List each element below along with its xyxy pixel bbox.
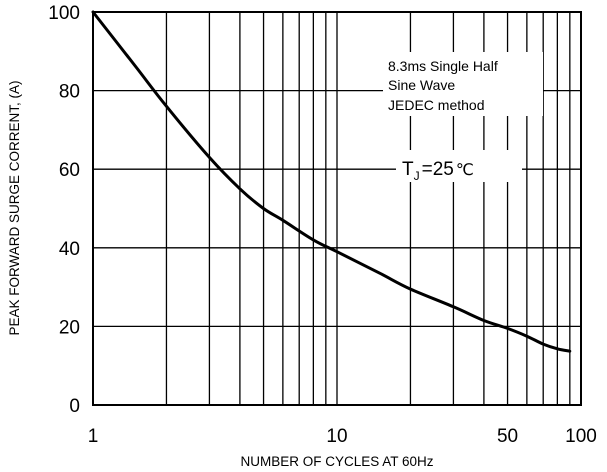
- condition-label: TJ =25 ℃: [402, 159, 474, 183]
- y-tick-label-3: 60: [59, 160, 80, 181]
- condition-unit: ℃: [456, 162, 474, 179]
- x-tick-label-3: 100: [565, 426, 597, 447]
- condition-symbol: T: [402, 159, 414, 180]
- condition-value: =25: [422, 159, 454, 180]
- y-tick-label-5: 100: [48, 3, 80, 24]
- condition-box: [396, 150, 522, 182]
- y-tick-label-1: 20: [59, 317, 80, 338]
- y-axis-label: PEAK FORWARD SURGE CORRENT, (A): [7, 80, 22, 335]
- y-tick-label-2: 40: [59, 239, 80, 260]
- x-tick-label-0: 1: [88, 426, 99, 447]
- x-tick-labels: 1 10 50 100: [88, 426, 597, 447]
- condition-subscript: J: [414, 169, 420, 183]
- annotation-line-2: Sine Wave: [388, 77, 455, 93]
- y-tick-label-0: 0: [69, 396, 80, 417]
- series-line-0: [91, 10, 572, 353]
- y-tick-label-4: 80: [59, 82, 80, 103]
- x-tick-label-1: 10: [326, 426, 347, 447]
- plot-frame: [92, 11, 582, 406]
- annotation-line-1: 8.3ms Single Half: [388, 58, 498, 74]
- series-group: [91, 10, 572, 353]
- annotation-box: [383, 52, 543, 116]
- annotation-line-3: JEDEC method: [388, 97, 484, 113]
- y-tick-labels: 0 20 40 60 80 100: [48, 3, 80, 417]
- x-axis-label: NUMBER OF CYCLES AT 60Hz: [240, 454, 433, 469]
- x-tick-label-2: 50: [497, 426, 518, 447]
